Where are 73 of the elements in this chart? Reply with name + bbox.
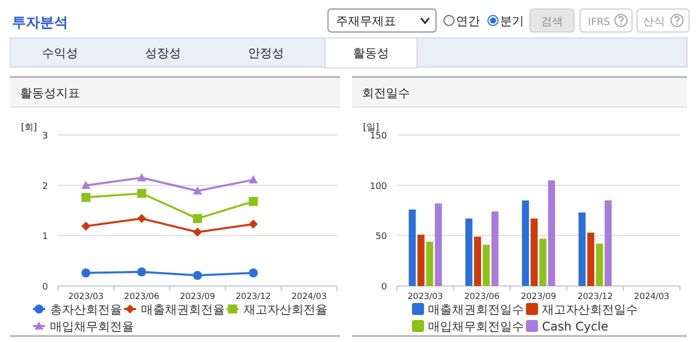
bar (539, 238, 546, 286)
y-tick-label: 100 (370, 182, 388, 192)
x-tick-label: 2023/09 (520, 292, 556, 302)
y-tick-label: 3 (42, 132, 48, 142)
bar (530, 218, 538, 286)
y-tick-label: 1 (42, 232, 48, 242)
legend-label: 매출채권회전일수 (428, 302, 524, 316)
bar (587, 232, 594, 286)
text: 분기 (500, 14, 524, 28)
legend-label: Cash Cycle (542, 320, 608, 334)
legend-label: 재고자산회전일수 (542, 302, 638, 316)
point (248, 175, 258, 184)
point (81, 180, 90, 189)
x-tick-label: 2023/12 (577, 292, 613, 302)
bar (434, 203, 442, 286)
y-axis-title: [회] (21, 123, 38, 133)
chart-title: 활동성지표 (20, 86, 80, 100)
text: IFRS (588, 17, 610, 28)
bar (596, 244, 603, 286)
bar (474, 236, 482, 286)
y-tick-label: 50 (376, 232, 388, 242)
bar (426, 242, 434, 286)
point (137, 173, 146, 182)
point (248, 268, 258, 278)
text: 수익성 (42, 46, 78, 60)
text: 검색 (541, 15, 563, 28)
bar (482, 244, 490, 286)
point (248, 220, 258, 229)
legend-label: 매출채권회전율 (141, 302, 225, 316)
y-axis-title: [일] (363, 123, 380, 133)
bar (408, 209, 416, 286)
point (193, 186, 202, 194)
chart-title: 회전일수 (362, 86, 410, 100)
text: 산식 (643, 15, 665, 28)
point (248, 196, 258, 206)
point (81, 268, 90, 278)
point (193, 214, 202, 224)
y-tick-label: 2 (42, 182, 48, 192)
legend-label: 총자산회전율 (50, 302, 122, 316)
point (137, 214, 146, 224)
bar (491, 212, 498, 286)
legend-label: 매입채무회전일수 (428, 320, 524, 334)
text: 활동성 (353, 46, 389, 60)
text: 성장성 (145, 46, 181, 60)
x-tick-label: 2023/06 (124, 292, 160, 302)
x-tick-label: 2023/09 (180, 292, 216, 302)
x-tick-label: 2023/03 (408, 292, 443, 302)
text: 연간 (456, 14, 480, 28)
y-tick-label: 0 (42, 282, 48, 292)
text: 주재무제표 (336, 14, 396, 28)
bar (548, 180, 556, 286)
bar (604, 200, 612, 286)
x-tick-label: 2024/03 (634, 292, 670, 302)
point (137, 267, 146, 276)
x-tick-label: 2023/06 (464, 292, 500, 302)
point (81, 192, 90, 202)
x-tick-label: 2024/03 (291, 292, 327, 302)
y-tick-label: 0 (381, 282, 388, 292)
bar (417, 234, 424, 286)
text: 안정성 (248, 46, 284, 60)
legend-label: 매입채무회전율 (50, 320, 134, 334)
bar (522, 200, 529, 286)
text: 투자분석 (12, 15, 68, 31)
y-tick-label: 150 (370, 132, 388, 142)
point (193, 228, 202, 237)
x-tick-label: 2023/03 (68, 292, 104, 302)
point (193, 270, 202, 280)
point (81, 222, 90, 231)
bar (578, 212, 586, 286)
bar (465, 218, 472, 286)
x-tick-label: 2023/12 (236, 292, 271, 302)
legend-label: 재고자산회전율 (244, 302, 328, 316)
point (137, 188, 146, 198)
